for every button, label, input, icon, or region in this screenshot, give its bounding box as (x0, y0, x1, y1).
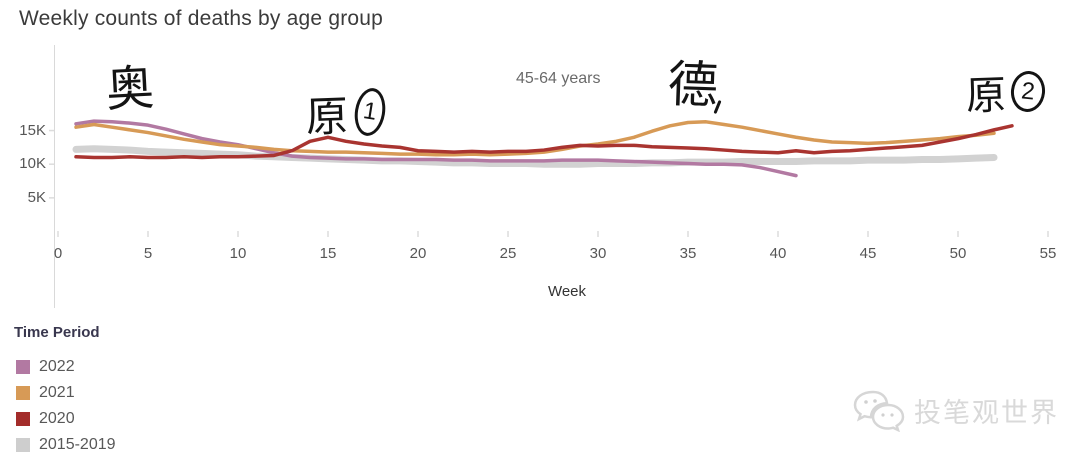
y-tick-label: 5K (27, 188, 46, 206)
annotation-delta-char: 德 (667, 56, 719, 114)
x-tick-label: 30 (589, 245, 607, 262)
legend-item-2021: 2021 (14, 380, 116, 406)
y-tick-label: 10K (19, 155, 46, 173)
watermark-text: 投笔观世界 (914, 397, 1059, 428)
annotation-original-1-char: 原 (305, 92, 349, 141)
annotation-original-2-char: 原 (965, 73, 1007, 119)
legend-label-2021: 2021 (39, 384, 75, 401)
legend-label-2015-2019: 2015-2019 (39, 436, 116, 453)
legend-title: Time Period (14, 324, 100, 341)
annotation-omicron: 奥 (104, 61, 156, 118)
legend-swatch-2020 (16, 412, 30, 426)
legend-item-2020: 2020 (14, 406, 116, 432)
legend-label-2022: 2022 (39, 358, 75, 375)
legend-swatch-2022 (16, 360, 30, 374)
y-tick-label: 15K (19, 121, 46, 139)
x-tick-label: 10 (229, 245, 247, 262)
legend-swatch-2015-2019 (16, 438, 30, 452)
y-axis-line (54, 45, 55, 308)
x-tick-label: 5 (143, 245, 153, 262)
x-tick-label: 50 (949, 245, 967, 262)
annotation-circled-1: 1 (351, 85, 389, 139)
annotation-omicron-char: 奥 (104, 61, 156, 118)
x-tick-label: 0 (53, 245, 63, 262)
watermark: 投笔观世界 (852, 388, 1059, 432)
series-line-2021 (74, 120, 996, 157)
x-tick-label: 25 (499, 245, 517, 262)
x-tick-label: 45 (859, 245, 877, 262)
annotation-circled-2: 2 (1008, 69, 1048, 114)
legend-swatch-2021 (16, 386, 30, 400)
annotation-delta: 德 (667, 56, 719, 114)
x-tick-label: 40 (769, 245, 787, 262)
x-tick-label: 20 (409, 245, 427, 262)
x-axis-title: Week (547, 283, 587, 300)
pane-label: 45-64 years (516, 70, 601, 87)
x-tick-label: 15 (319, 245, 337, 262)
legend: Time Period 2022 2021 2020 2015-2019 (14, 324, 116, 458)
series-line-2020 (74, 124, 1014, 160)
series-line-2022 (74, 119, 798, 178)
wechat-icon (853, 390, 905, 432)
x-tick-label: 55 (1039, 245, 1057, 262)
legend-item-2022: 2022 (14, 354, 116, 380)
x-tick-label: 35 (679, 245, 697, 262)
legend-item-2015-2019: 2015-2019 (14, 432, 116, 458)
series-line-2015-2019 (72, 145, 998, 168)
legend-label-2020: 2020 (39, 410, 75, 427)
chart-title: Weekly counts of deaths by age group (19, 7, 384, 30)
